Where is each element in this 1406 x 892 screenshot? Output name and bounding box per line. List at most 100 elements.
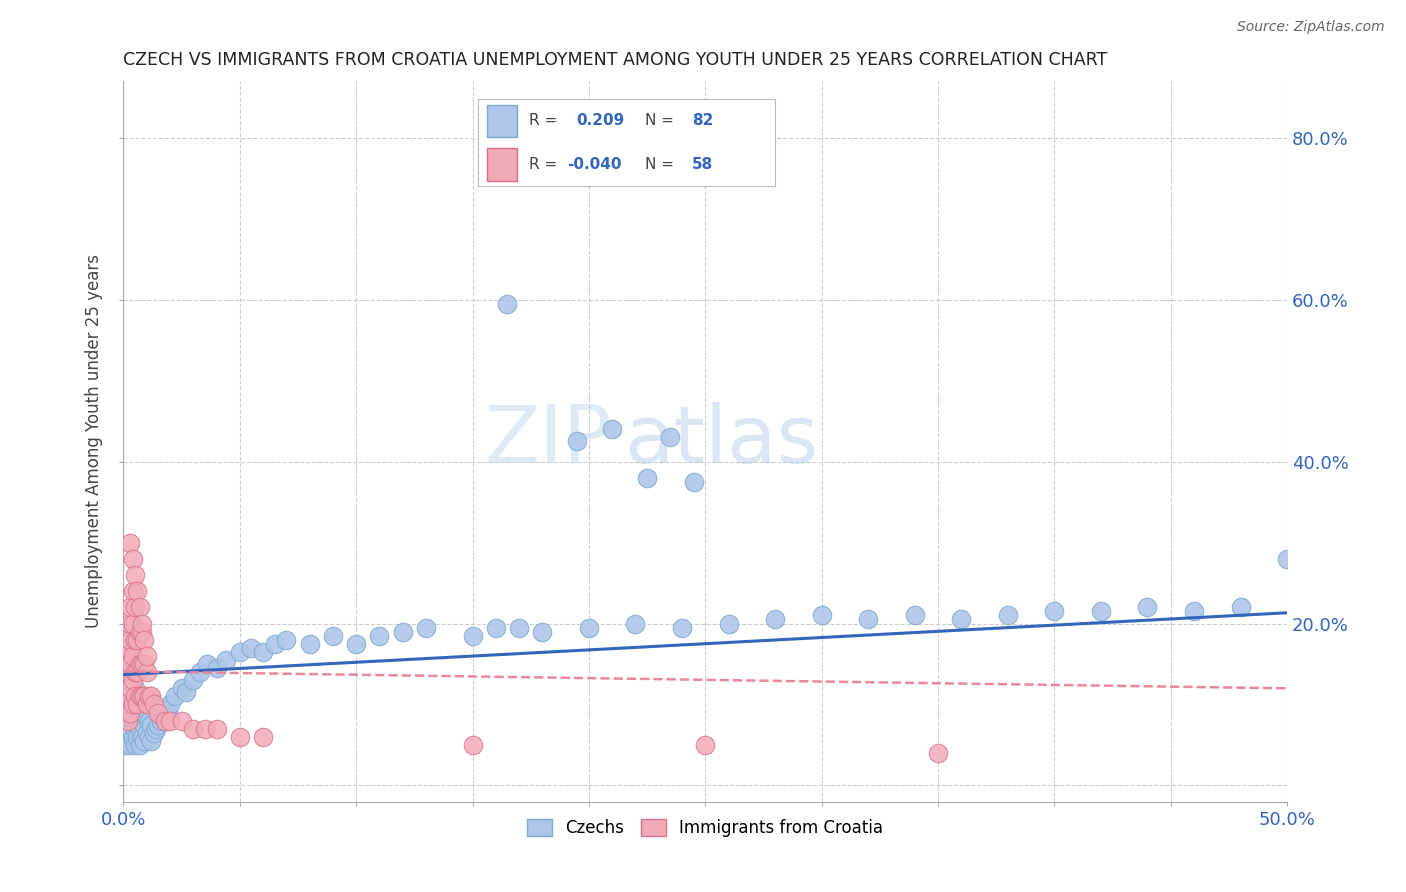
Point — [121, 584, 143, 599]
Point — [415, 621, 437, 635]
Point — [159, 714, 181, 728]
Point — [117, 665, 139, 679]
Point — [135, 709, 157, 723]
Point — [124, 738, 146, 752]
Point — [682, 475, 704, 489]
Point — [135, 648, 157, 663]
Point — [131, 657, 153, 671]
Point — [205, 722, 228, 736]
Point — [114, 665, 136, 679]
Point — [121, 698, 143, 712]
Point — [121, 551, 143, 566]
Point — [163, 690, 186, 704]
Point — [195, 657, 218, 671]
Point — [1090, 604, 1112, 618]
Text: ZIP: ZIP — [485, 402, 612, 481]
Point — [181, 722, 204, 736]
Point — [114, 648, 136, 663]
Point — [128, 657, 150, 671]
Point — [496, 297, 519, 311]
Point — [127, 632, 149, 647]
Point — [120, 632, 142, 647]
Legend: Czechs, Immigrants from Croatia: Czechs, Immigrants from Croatia — [520, 812, 890, 844]
Point — [142, 698, 165, 712]
Text: Source: ZipAtlas.com: Source: ZipAtlas.com — [1237, 20, 1385, 34]
Point — [131, 624, 153, 639]
Point — [508, 621, 530, 635]
Point — [134, 632, 156, 647]
Point — [904, 608, 927, 623]
Point — [531, 624, 554, 639]
Point — [134, 690, 156, 704]
Point — [174, 685, 197, 699]
Point — [997, 608, 1019, 623]
Point — [124, 568, 146, 582]
Point — [121, 698, 143, 712]
Point — [124, 665, 146, 679]
Point — [135, 665, 157, 679]
Point — [131, 690, 153, 704]
Point — [127, 584, 149, 599]
Point — [927, 746, 949, 760]
Point — [117, 730, 139, 744]
Point — [485, 621, 508, 635]
Point — [170, 714, 193, 728]
Point — [763, 613, 786, 627]
Point — [695, 738, 717, 752]
Point — [1182, 604, 1205, 618]
Point — [114, 738, 136, 752]
Point — [810, 608, 832, 623]
Point — [240, 640, 263, 655]
Point — [229, 730, 252, 744]
Point — [134, 734, 156, 748]
Point — [124, 722, 146, 736]
Point — [252, 730, 274, 744]
Point — [124, 632, 146, 647]
Point — [624, 616, 647, 631]
Point — [155, 706, 177, 720]
Point — [121, 673, 143, 688]
Point — [1275, 551, 1298, 566]
Point — [205, 661, 228, 675]
Point — [461, 738, 484, 752]
Point — [263, 637, 285, 651]
Point — [1136, 600, 1159, 615]
Point — [578, 621, 600, 635]
Text: CZECH VS IMMIGRANTS FROM CROATIA UNEMPLOYMENT AMONG YOUTH UNDER 25 YEARS CORRELA: CZECH VS IMMIGRANTS FROM CROATIA UNEMPLO… — [124, 51, 1108, 69]
Point — [124, 706, 146, 720]
Point — [138, 690, 160, 704]
Point — [131, 616, 153, 631]
Point — [127, 698, 149, 712]
Point — [131, 730, 153, 744]
Point — [141, 717, 163, 731]
Point — [1043, 604, 1066, 618]
Point — [276, 632, 298, 647]
Point — [159, 698, 181, 712]
Point — [135, 698, 157, 712]
Point — [121, 648, 143, 663]
Point — [131, 714, 153, 728]
Point — [717, 616, 740, 631]
Point — [120, 681, 142, 696]
Point — [128, 624, 150, 639]
Point — [124, 681, 146, 696]
Point — [120, 706, 142, 720]
Point — [950, 613, 973, 627]
Point — [145, 722, 167, 736]
Point — [181, 673, 204, 688]
Point — [117, 640, 139, 655]
Point — [117, 690, 139, 704]
Point — [127, 714, 149, 728]
Point — [149, 714, 172, 728]
Point — [128, 690, 150, 704]
Point — [298, 637, 321, 651]
Point — [152, 709, 174, 723]
Point — [128, 600, 150, 615]
Point — [128, 722, 150, 736]
Point — [124, 690, 146, 704]
Point — [121, 714, 143, 728]
Point — [135, 726, 157, 740]
Point — [229, 645, 252, 659]
Point — [368, 629, 391, 643]
Point — [155, 714, 177, 728]
